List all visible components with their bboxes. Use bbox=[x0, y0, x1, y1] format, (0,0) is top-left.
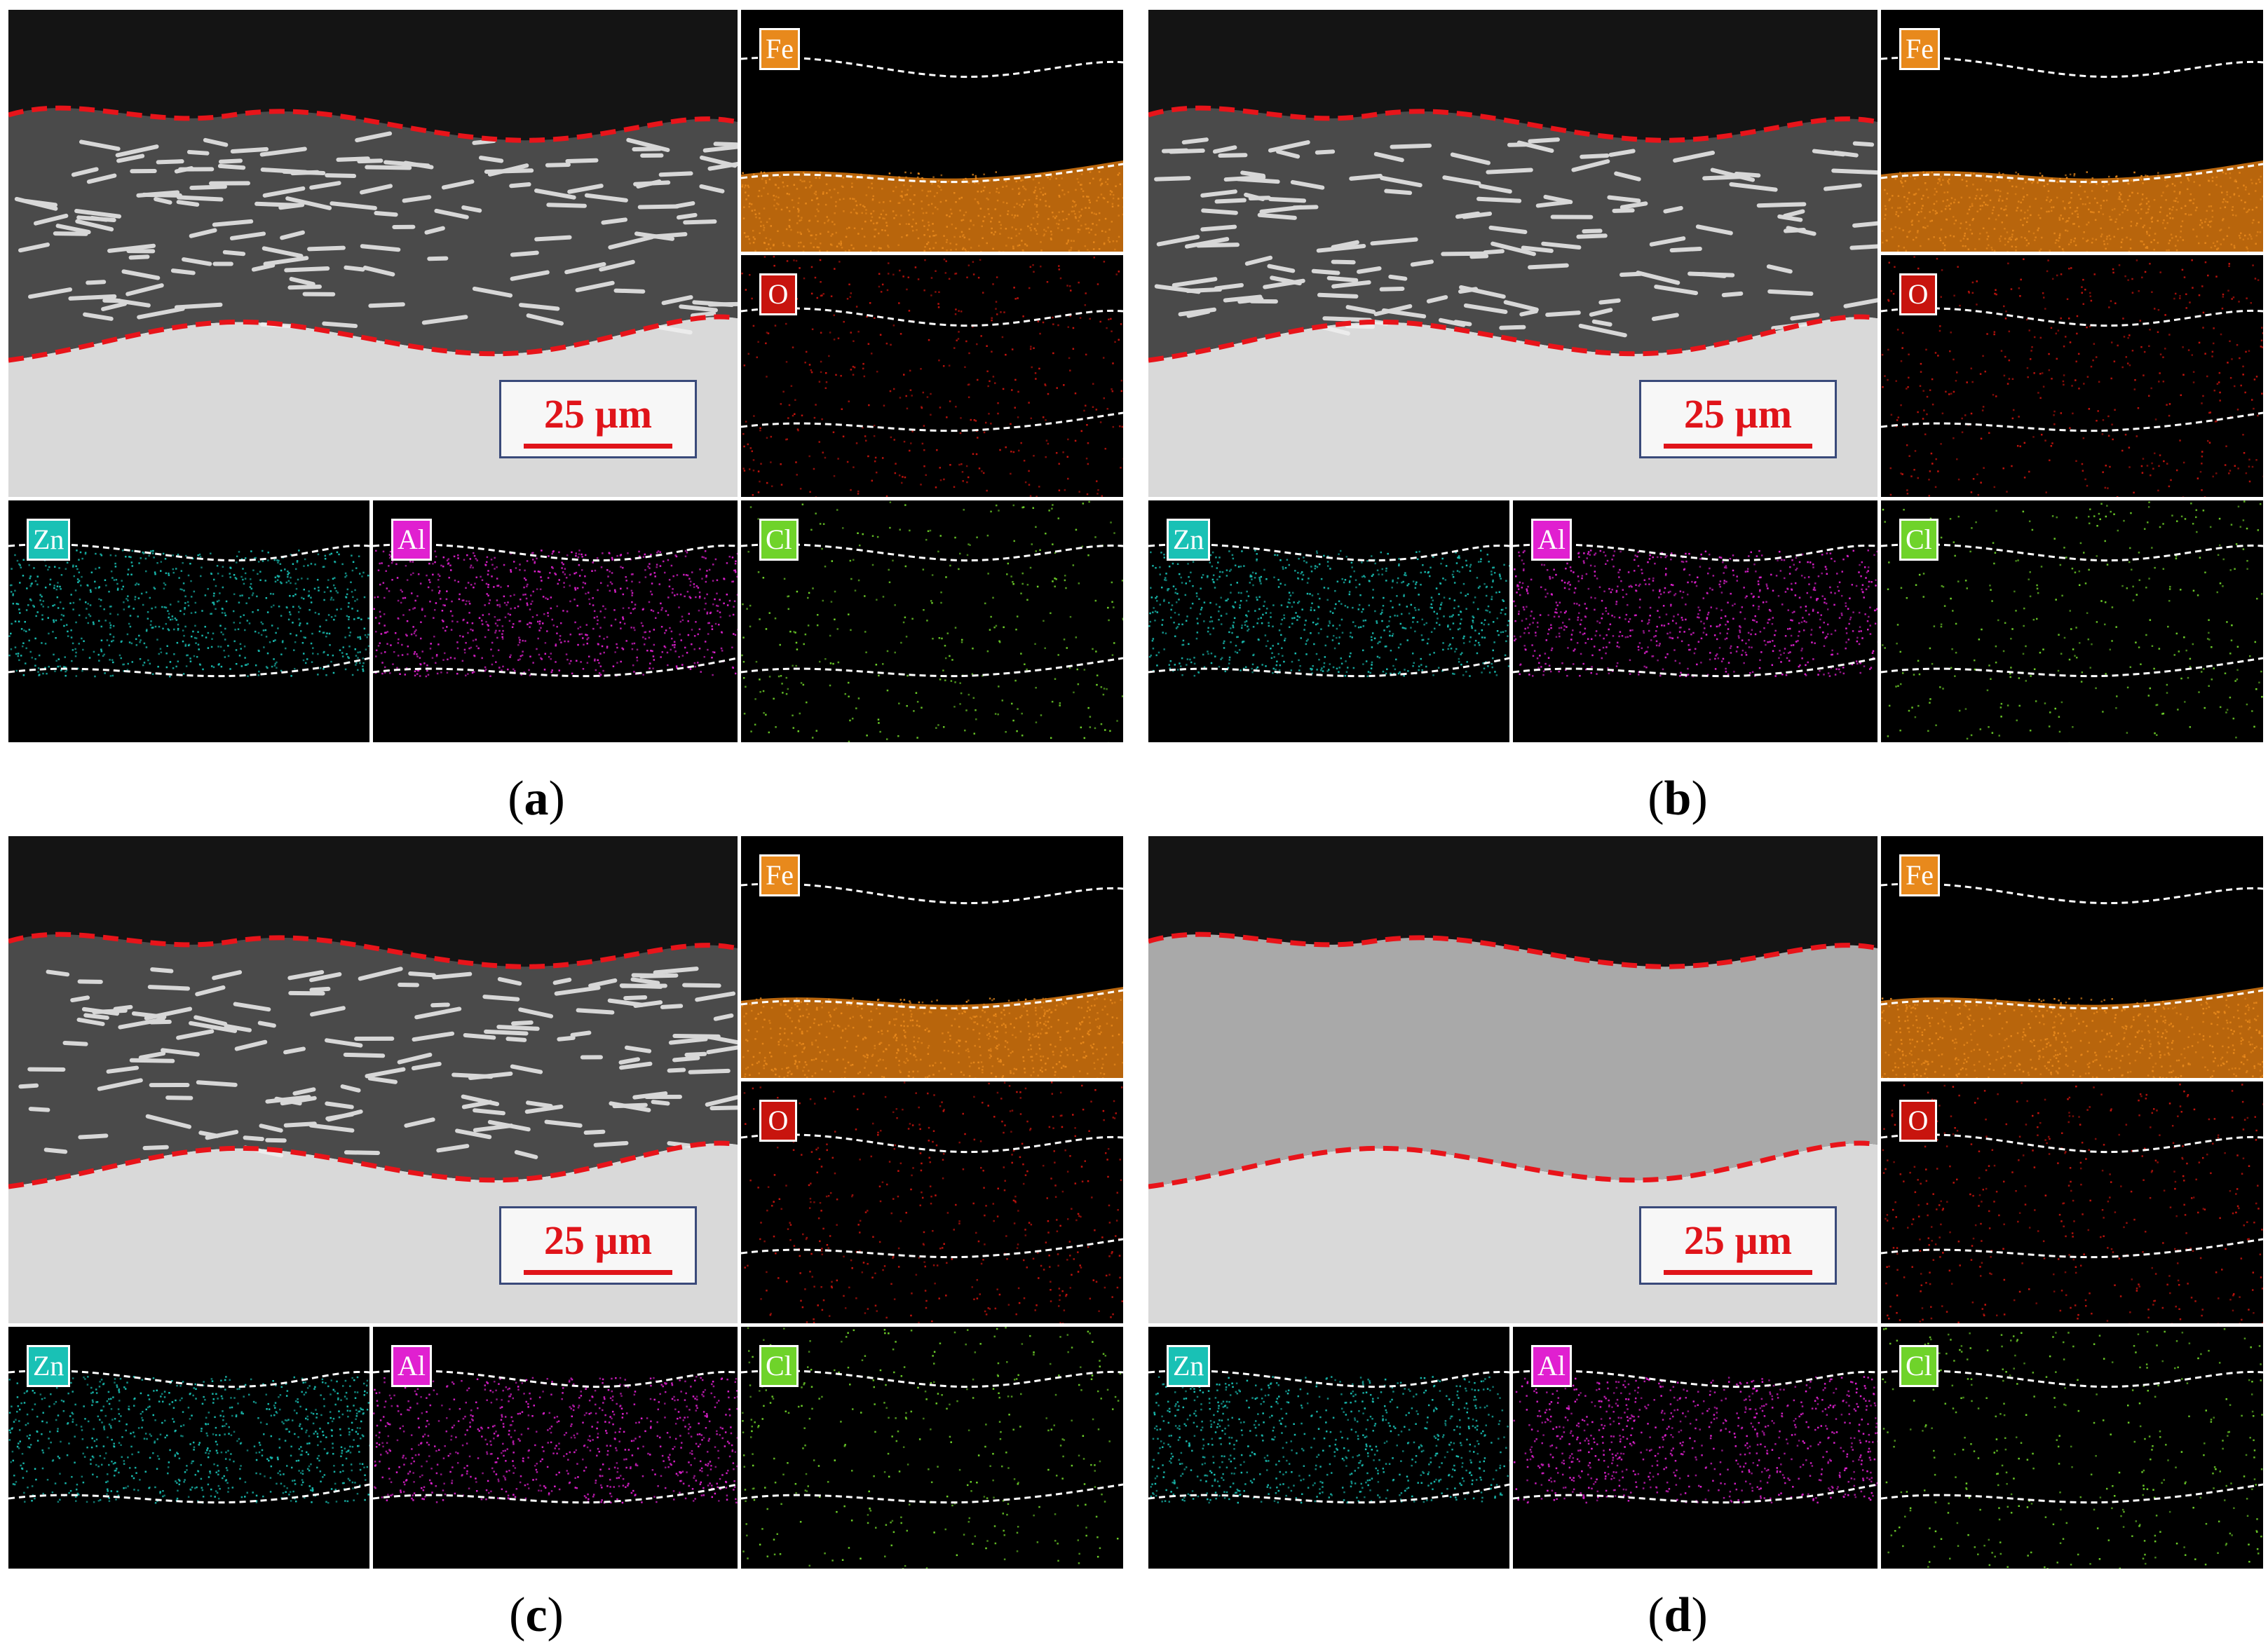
o-map: O bbox=[1881, 255, 2263, 497]
al-label: Al bbox=[1531, 519, 1572, 561]
panel-caption-b: (b) bbox=[1608, 771, 1748, 827]
eds-panel-b: 25 µm Fe O bbox=[1148, 10, 2263, 777]
caption-close: ) bbox=[1691, 772, 1708, 826]
caption-close: ) bbox=[547, 1588, 564, 1642]
caption-open: ( bbox=[1648, 772, 1664, 826]
fe-label: Fe bbox=[759, 28, 800, 70]
zn-label: Zn bbox=[27, 519, 71, 561]
cl-label: Cl bbox=[759, 519, 799, 561]
fe-label: Fe bbox=[759, 854, 800, 896]
o-map: O bbox=[741, 1081, 1123, 1323]
al-map: Al bbox=[373, 1327, 738, 1569]
al-map: Al bbox=[1513, 500, 1877, 742]
scale-bar bbox=[1664, 1270, 1812, 1275]
o-label: O bbox=[759, 1100, 797, 1142]
scale-bar-label: 25 µm bbox=[1683, 391, 1793, 437]
cl-map: Cl bbox=[1881, 500, 2263, 742]
caption-letter: c bbox=[525, 1588, 548, 1642]
sem-cross-section bbox=[8, 10, 738, 497]
scale-bar-label: 25 µm bbox=[543, 1217, 653, 1263]
scale-bar-box: 25 µm bbox=[499, 380, 697, 458]
caption-letter: d bbox=[1664, 1588, 1692, 1642]
caption-open: ( bbox=[509, 1588, 526, 1642]
sem-image: 25 µm bbox=[1148, 836, 1877, 1323]
cl-label: Cl bbox=[1899, 1345, 1938, 1387]
zn-map: Zn bbox=[1148, 500, 1509, 742]
sem-image: 25 µm bbox=[1148, 10, 1877, 497]
al-label: Al bbox=[391, 519, 432, 561]
panel-caption-a: (a) bbox=[466, 771, 606, 827]
scale-bar bbox=[524, 1270, 672, 1275]
caption-close: ) bbox=[548, 772, 565, 826]
zn-label: Zn bbox=[1167, 519, 1211, 561]
fe-map: Fe bbox=[741, 10, 1123, 252]
o-label: O bbox=[1899, 273, 1937, 315]
fe-map: Fe bbox=[1881, 10, 2263, 252]
fe-label: Fe bbox=[1899, 28, 1940, 70]
caption-letter: b bbox=[1664, 772, 1692, 826]
caption-open: ( bbox=[1648, 1588, 1664, 1642]
al-map: Al bbox=[373, 500, 738, 742]
zn-map: Zn bbox=[8, 1327, 369, 1569]
o-label: O bbox=[1899, 1100, 1937, 1142]
zn-map: Zn bbox=[8, 500, 369, 742]
scale-bar-box: 25 µm bbox=[1639, 1206, 1837, 1285]
fe-map: Fe bbox=[1881, 836, 2263, 1078]
scale-bar-label: 25 µm bbox=[543, 391, 653, 437]
caption-letter: a bbox=[524, 772, 549, 826]
zn-label: Zn bbox=[1167, 1345, 1211, 1387]
sem-cross-section bbox=[8, 836, 738, 1323]
zn-map: Zn bbox=[1148, 1327, 1509, 1569]
sem-image: 25 µm bbox=[8, 10, 738, 497]
caption-open: ( bbox=[508, 772, 524, 826]
eds-panel-d: 25 µm Fe O bbox=[1148, 836, 2263, 1604]
cl-map: Cl bbox=[1881, 1327, 2263, 1569]
eds-panel-c: 25 µm Fe O bbox=[8, 836, 1123, 1604]
al-label: Al bbox=[1531, 1345, 1572, 1387]
panel-caption-c: (c) bbox=[466, 1588, 606, 1644]
scale-bar-label: 25 µm bbox=[1683, 1217, 1793, 1263]
zn-label: Zn bbox=[27, 1345, 71, 1387]
cl-map: Cl bbox=[741, 500, 1123, 742]
scale-bar bbox=[1664, 444, 1812, 449]
al-label: Al bbox=[391, 1345, 432, 1387]
cl-label: Cl bbox=[759, 1345, 799, 1387]
scale-bar-box: 25 µm bbox=[1639, 380, 1837, 458]
eds-panel-a: 25 µm Fe O bbox=[8, 10, 1123, 777]
scale-bar bbox=[524, 444, 672, 449]
cl-label: Cl bbox=[1899, 519, 1938, 561]
panel-caption-d: (d) bbox=[1608, 1588, 1748, 1644]
caption-close: ) bbox=[1691, 1588, 1708, 1642]
cl-map: Cl bbox=[741, 1327, 1123, 1569]
o-map: O bbox=[1881, 1081, 2263, 1323]
o-label: O bbox=[759, 273, 797, 315]
fe-map: Fe bbox=[741, 836, 1123, 1078]
fe-label: Fe bbox=[1899, 854, 1940, 896]
al-map: Al bbox=[1513, 1327, 1877, 1569]
scale-bar-box: 25 µm bbox=[499, 1206, 697, 1285]
sem-image: 25 µm bbox=[8, 836, 738, 1323]
o-map: O bbox=[741, 255, 1123, 497]
